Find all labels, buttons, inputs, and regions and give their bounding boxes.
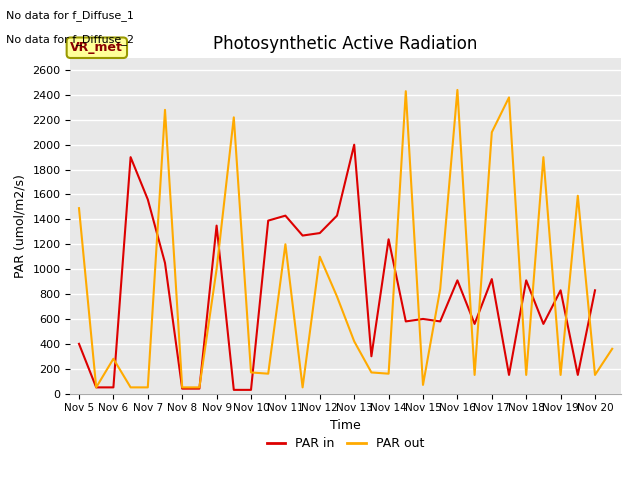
Text: No data for f_Diffuse_1: No data for f_Diffuse_1 [6,10,134,21]
X-axis label: Time: Time [330,419,361,432]
Legend: PAR in, PAR out: PAR in, PAR out [262,432,429,455]
Text: VR_met: VR_met [70,41,124,54]
Text: No data for f_Diffuse_2: No data for f_Diffuse_2 [6,34,134,45]
Title: Photosynthetic Active Radiation: Photosynthetic Active Radiation [213,35,478,53]
Y-axis label: PAR (umol/m2/s): PAR (umol/m2/s) [14,174,27,277]
